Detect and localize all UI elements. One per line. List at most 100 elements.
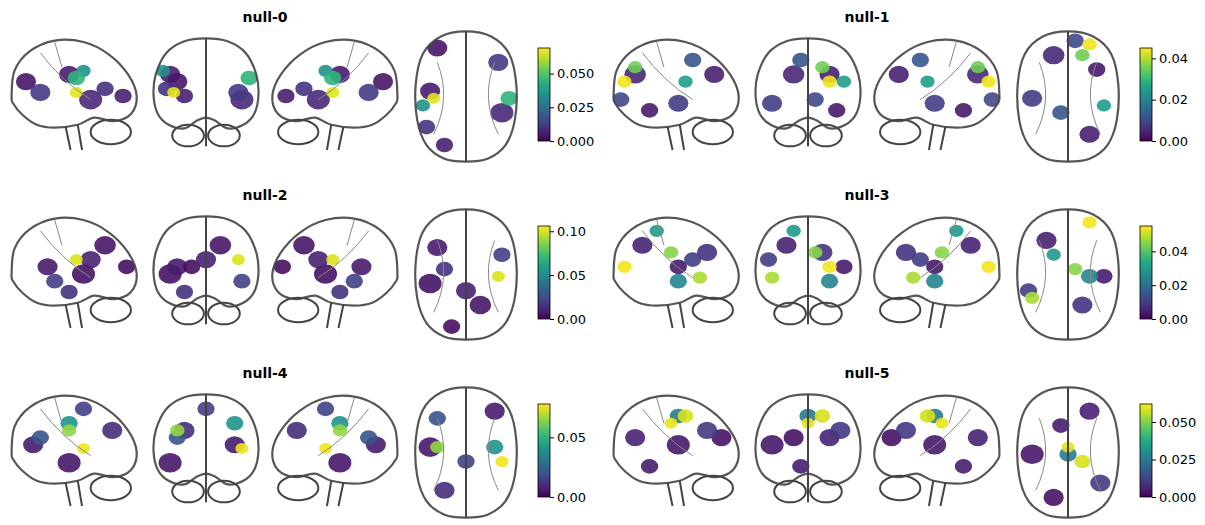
cerebellum-outline [278, 120, 318, 144]
tick-mark [550, 497, 554, 498]
cerebellum-outline [693, 298, 733, 322]
left-sagittal [612, 40, 739, 150]
tick-label: 0.050 [557, 66, 594, 81]
brain-outline [272, 396, 397, 484]
region [1075, 49, 1089, 61]
sulcus [40, 220, 90, 278]
region [1088, 62, 1105, 77]
sulcus [1036, 418, 1101, 490]
right-sagittal [874, 218, 999, 328]
panel: null-10.000.020.04 [612, 9, 1188, 162]
midline [807, 38, 809, 146]
region [1068, 263, 1082, 275]
axis-line [551, 405, 555, 498]
region [889, 66, 909, 83]
midline [205, 216, 207, 324]
region [493, 247, 510, 262]
cerebellum-outline [172, 481, 204, 503]
tick-label: 0.000 [557, 134, 594, 149]
region [46, 274, 63, 289]
right-sagittal [272, 396, 397, 506]
colorbar [1140, 48, 1152, 141]
axial [415, 31, 517, 161]
left-sagittal [11, 218, 136, 328]
region [94, 236, 116, 254]
blobs [889, 53, 1001, 118]
brain-outline [1017, 209, 1118, 339]
tick: 0.025 [1152, 452, 1196, 467]
region [1067, 33, 1084, 48]
brain-outline [874, 40, 999, 128]
right-sagittal [874, 396, 999, 506]
panel-title: null-2 [242, 187, 287, 203]
panel: null-2 0.000.050.10 [11, 187, 585, 340]
region [427, 39, 447, 56]
region [822, 261, 836, 273]
region [912, 252, 929, 267]
region [167, 87, 180, 98]
panel-title: null-5 [844, 365, 889, 381]
axis-line [1153, 49, 1157, 142]
blobs [625, 409, 731, 474]
region [625, 429, 645, 446]
region [226, 416, 243, 431]
colorbar-axis: 0.000.050.10 [550, 224, 586, 327]
region [650, 225, 664, 237]
tick: 0.050 [1152, 415, 1196, 430]
region [684, 252, 701, 267]
tick-label: 0.050 [1159, 415, 1196, 430]
cerebellum-outline [880, 476, 920, 500]
brainstem-outline [327, 125, 344, 150]
region [233, 274, 250, 289]
region [443, 319, 460, 334]
sulcus [434, 418, 499, 490]
tick: 0.05 [550, 430, 586, 445]
region [436, 262, 453, 277]
cerebellum-outline [208, 303, 240, 325]
region [815, 61, 829, 73]
cerebellum-outline [774, 481, 806, 503]
region [704, 66, 724, 83]
region [277, 89, 294, 104]
tick-label: 0.04 [1159, 244, 1188, 259]
brain-outline [613, 396, 738, 484]
blobs [881, 409, 987, 474]
region [1044, 489, 1064, 506]
axial [415, 387, 516, 517]
region [808, 246, 822, 258]
region [346, 274, 363, 289]
blobs [761, 409, 851, 474]
region [670, 274, 687, 289]
cerebellum-outline [278, 476, 318, 500]
cerebellum-outline [172, 303, 204, 325]
region [228, 84, 248, 101]
tick: 0.00 [550, 312, 586, 327]
tick-mark [550, 107, 554, 108]
brain-outline [415, 31, 516, 161]
region [678, 409, 694, 422]
region [77, 443, 90, 454]
panel: null-30.000.020.04 [613, 187, 1187, 340]
region [331, 285, 348, 300]
tick: 0.02 [1152, 92, 1188, 107]
sulcus [318, 398, 368, 456]
region [828, 103, 845, 118]
right-sagittal [874, 40, 1001, 150]
region [949, 225, 963, 237]
region [470, 296, 492, 314]
brain-outline [272, 218, 397, 306]
brain-outline [874, 218, 999, 306]
midline [465, 209, 467, 339]
sulcus [920, 398, 970, 456]
colorbar-axis: 0.0000.0250.050 [1152, 405, 1196, 505]
region [416, 99, 430, 111]
region [430, 441, 444, 453]
region [693, 271, 707, 283]
blobs [159, 236, 251, 299]
tick-label: 0.05 [557, 430, 586, 445]
region [617, 75, 631, 87]
panel: null-40.000.05 [11, 365, 585, 518]
region [1052, 418, 1069, 433]
colorbar [1140, 404, 1152, 497]
tick-mark [550, 141, 554, 142]
